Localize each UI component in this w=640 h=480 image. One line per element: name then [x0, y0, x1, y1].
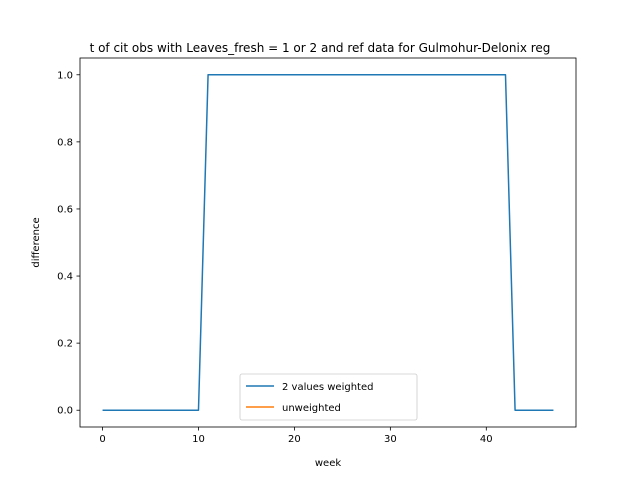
legend-entry-label: unweighted — [282, 403, 341, 414]
x-tick-label: 0 — [99, 434, 105, 445]
legend-entry-label: 2 values weighted — [282, 382, 373, 393]
series-line-0 — [102, 74, 554, 411]
x-tick-label: 30 — [384, 434, 397, 445]
x-tick-label: 20 — [288, 434, 301, 445]
y-tick-label: 0.8 — [57, 137, 73, 148]
x-tick-label: 10 — [192, 434, 205, 445]
axes-frame — [79, 57, 577, 428]
legend: 2 values weighted unweighted — [239, 373, 418, 421]
y-tick-label: 0.6 — [57, 204, 73, 215]
x-tick-label: 40 — [480, 434, 493, 445]
chart-title: t of cit obs with Leaves_fresh = 1 or 2 … — [90, 41, 551, 55]
x-axis-label: week — [315, 458, 341, 469]
legend-frame — [239, 373, 418, 421]
y-tick-label: 1.0 — [57, 70, 73, 81]
y-axis-label: difference — [31, 217, 42, 267]
y-tick-label: 0.2 — [57, 339, 73, 350]
y-tick-label: 0.4 — [57, 272, 73, 283]
y-tick-label: 0.0 — [57, 406, 73, 417]
